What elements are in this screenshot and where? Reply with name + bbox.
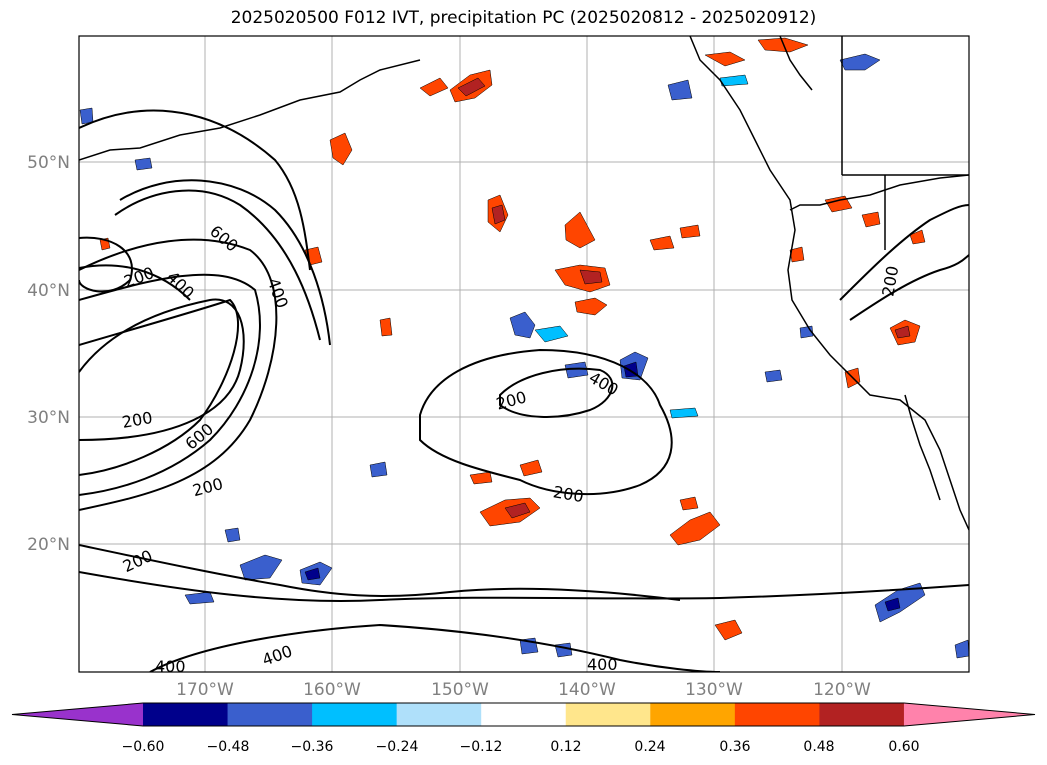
map-frame <box>78 35 970 673</box>
colorbar-segment <box>312 703 398 726</box>
colorbar-tick: −0.60 <box>122 739 165 755</box>
latitude-labels: 50°N 40°N 30°N 20°N <box>27 153 70 555</box>
map-title: 2025020500 F012 IVT, precipitation PC (2… <box>230 8 817 28</box>
longitude-labels: 170°W 160°W 150°W 140°W 130°W 120°W <box>176 680 871 700</box>
colorbar-segment <box>481 703 567 726</box>
colorbar-extend-high <box>903 703 1035 726</box>
ivt-label: 400 <box>587 655 618 674</box>
colorbar-outline <box>11 702 1036 727</box>
colorbar-tick: 0.60 <box>888 739 919 755</box>
lat-label: 40°N <box>27 281 70 301</box>
colorbar-segment <box>143 703 229 726</box>
colorbar-segment <box>396 703 482 726</box>
lon-label: 140°W <box>558 680 616 700</box>
ivt-contours <box>79 109 969 672</box>
lat-label: 50°N <box>27 153 70 173</box>
ivt-label: 400 <box>155 657 186 676</box>
map-area <box>79 36 969 672</box>
lon-label: 160°W <box>303 680 361 700</box>
colorbar-tick: 0.12 <box>550 739 581 755</box>
colorbar-tick: 0.36 <box>719 739 750 755</box>
lon-label: 130°W <box>685 680 743 700</box>
lon-label: 150°W <box>431 680 489 700</box>
colorbar-tick: 0.24 <box>634 739 665 755</box>
colorbar-segment <box>227 703 313 726</box>
colorbar-tick: −0.12 <box>460 739 503 755</box>
colorbar-segment <box>650 703 736 726</box>
colorbar-segment <box>819 703 905 726</box>
colorbar-tick: −0.48 <box>207 739 250 755</box>
coastline <box>79 36 969 531</box>
colorbar-tick: 0.48 <box>803 739 834 755</box>
precip-positive-anomalies <box>99 37 926 641</box>
colorbar-tick: −0.36 <box>291 739 334 755</box>
colorbar-tick-labels: −0.60 −0.48 −0.36 −0.24 −0.12 0.12 0.24 … <box>122 739 920 755</box>
colorbar-extend-low <box>12 703 143 726</box>
colorbar-tick: −0.24 <box>376 739 419 755</box>
lat-label: 30°N <box>27 408 70 428</box>
colorbar <box>11 702 1036 727</box>
colorbar-segment <box>734 703 820 726</box>
lon-label: 120°W <box>813 680 871 700</box>
colorbar-segment <box>565 703 651 726</box>
lon-label: 170°W <box>176 680 234 700</box>
lat-label: 20°N <box>27 535 70 555</box>
